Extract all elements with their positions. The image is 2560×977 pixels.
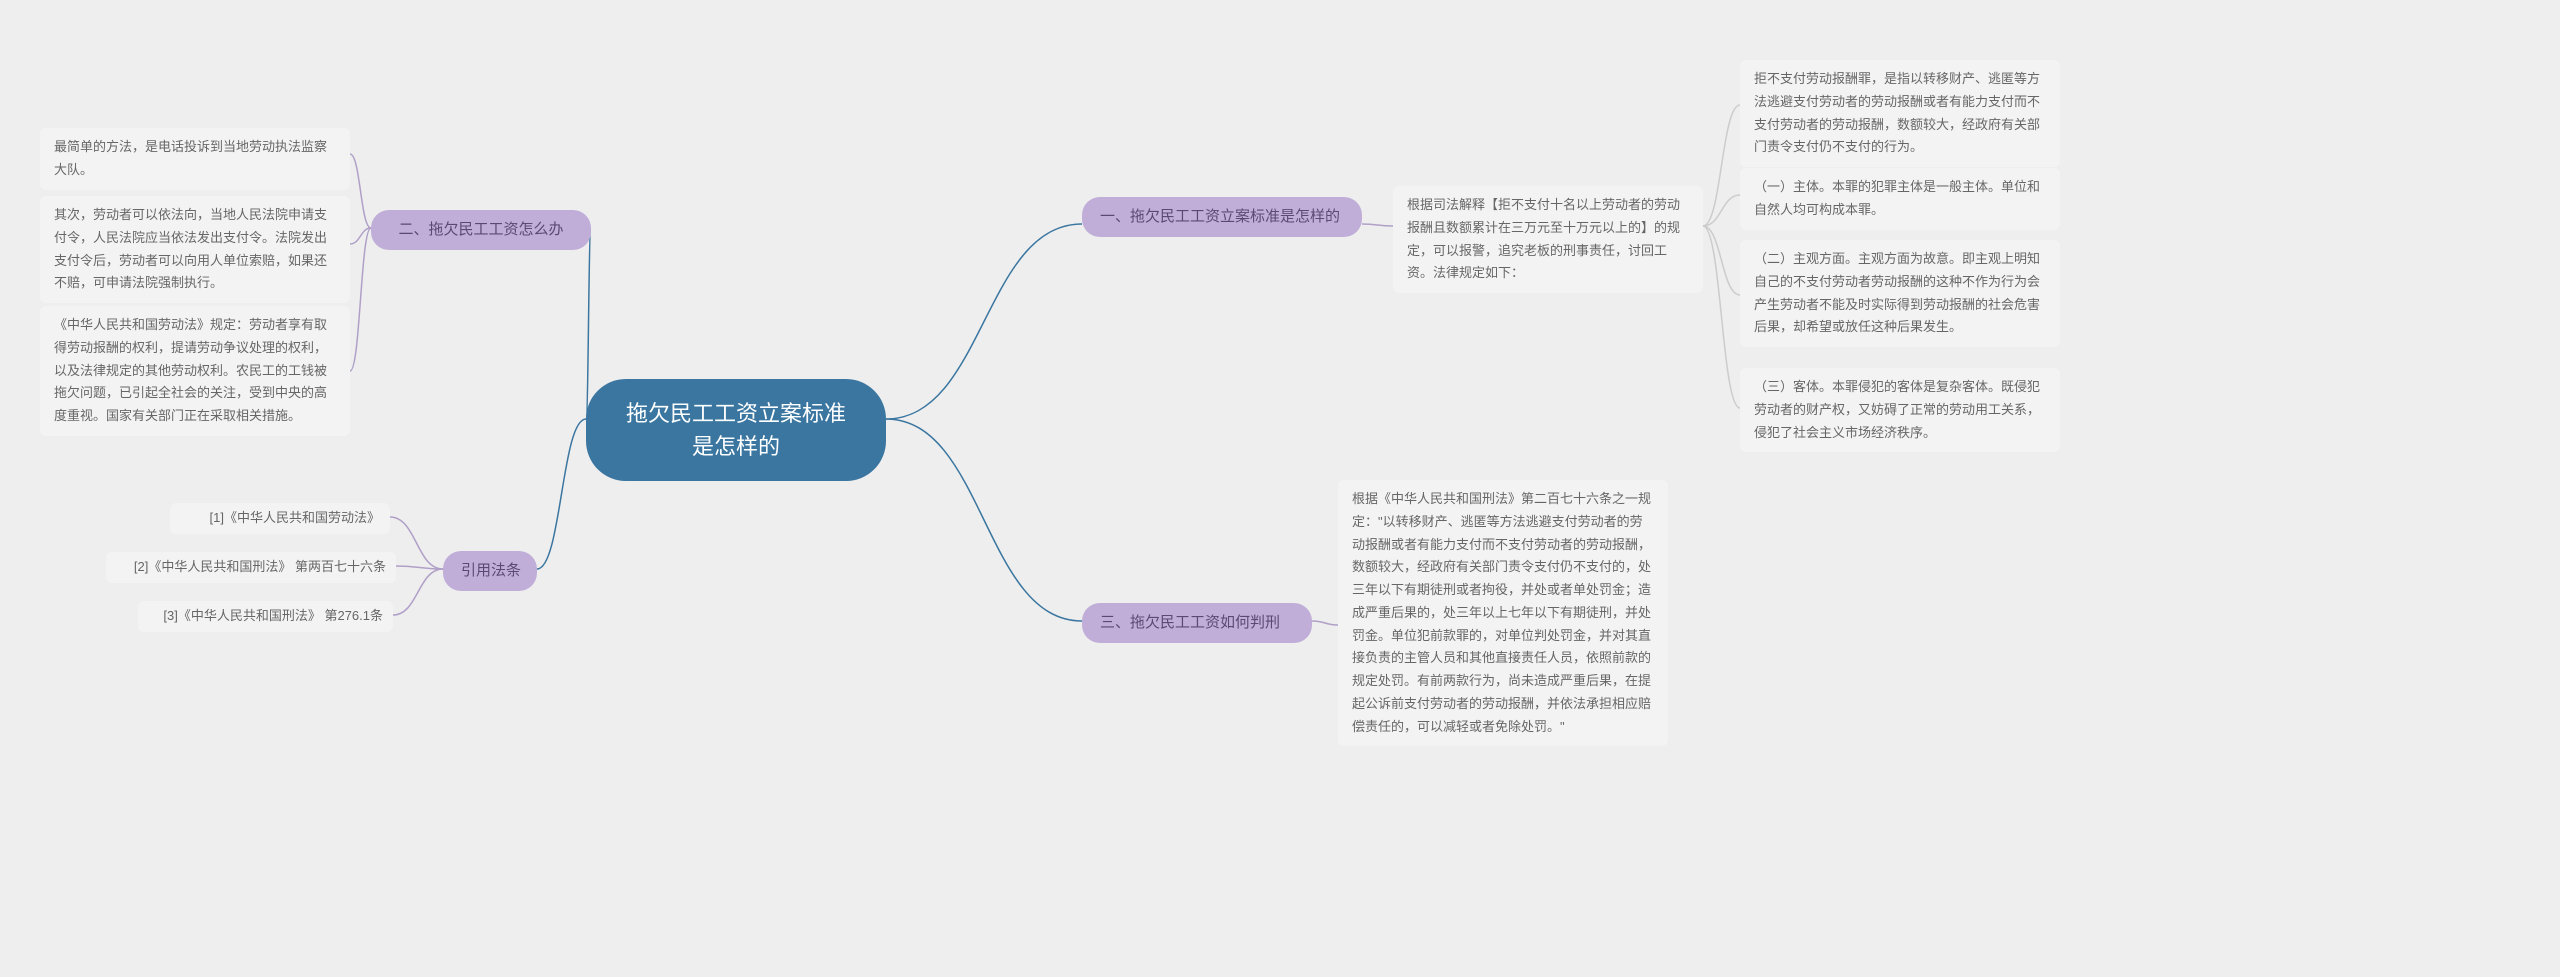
leaf-4a: [1]《中华人民共和国劳动法》 bbox=[170, 503, 390, 534]
leaf-4c-text: [3]《中华人民共和国刑法》 第276.1条 bbox=[163, 608, 383, 623]
leaf-1c-text: （二）主观方面。主观方面为故意。即主观上明知自己的不支付劳动者劳动报酬的这种不作… bbox=[1754, 251, 2040, 334]
root-node[interactable]: 拖欠民工工资立案标准是怎样的 bbox=[586, 379, 886, 481]
leaf-4a-text: [1]《中华人民共和国劳动法》 bbox=[210, 510, 380, 525]
branch-2[interactable]: 二、拖欠民工工资怎么办 bbox=[371, 210, 591, 250]
leaf-1-explain: 根据司法解释【拒不支付十名以上劳动者的劳动报酬且数额累计在三万元至十万元以上的】… bbox=[1393, 186, 1703, 293]
branch-3[interactable]: 三、拖欠民工工资如何判刑 bbox=[1082, 603, 1312, 643]
leaf-3a-text: 根据《中华人民共和国刑法》第二百七十六条之一规定："以转移财产、逃匿等方法逃避支… bbox=[1352, 491, 1651, 734]
leaf-4b-text: [2]《中华人民共和国刑法》 第两百七十六条 bbox=[134, 559, 386, 574]
connector-layer bbox=[0, 0, 2560, 977]
leaf-2b: 其次，劳动者可以依法向，当地人民法院申请支付令，人民法院应当依法发出支付令。法院… bbox=[40, 196, 350, 303]
leaf-1-explain-text: 根据司法解释【拒不支付十名以上劳动者的劳动报酬且数额累计在三万元至十万元以上的】… bbox=[1407, 197, 1680, 280]
branch-3-label: 三、拖欠民工工资如何判刑 bbox=[1100, 614, 1280, 631]
branch-4[interactable]: 引用法条 bbox=[443, 551, 537, 591]
branch-2-label: 二、拖欠民工工资怎么办 bbox=[398, 221, 563, 238]
branch-4-label: 引用法条 bbox=[461, 562, 521, 579]
leaf-2a-text: 最简单的方法，是电话投诉到当地劳动执法监察大队。 bbox=[54, 139, 327, 177]
leaf-1d: （三）客体。本罪侵犯的客体是复杂客体。既侵犯劳动者的财产权，又妨碍了正常的劳动用… bbox=[1740, 368, 2060, 452]
leaf-1b: （一）主体。本罪的犯罪主体是一般主体。单位和自然人均可构成本罪。 bbox=[1740, 168, 2060, 230]
leaf-2c: 《中华人民共和国劳动法》规定：劳动者享有取得劳动报酬的权利，提请劳动争议处理的权… bbox=[40, 306, 350, 436]
leaf-4b: [2]《中华人民共和国刑法》 第两百七十六条 bbox=[106, 552, 396, 583]
leaf-1a-text: 拒不支付劳动报酬罪，是指以转移财产、逃匿等方法逃避支付劳动者的劳动报酬或者有能力… bbox=[1754, 71, 2040, 154]
leaf-3a: 根据《中华人民共和国刑法》第二百七十六条之一规定："以转移财产、逃匿等方法逃避支… bbox=[1338, 480, 1668, 746]
leaf-1d-text: （三）客体。本罪侵犯的客体是复杂客体。既侵犯劳动者的财产权，又妨碍了正常的劳动用… bbox=[1754, 379, 2040, 440]
leaf-1c: （二）主观方面。主观方面为故意。即主观上明知自己的不支付劳动者劳动报酬的这种不作… bbox=[1740, 240, 2060, 347]
leaf-1a: 拒不支付劳动报酬罪，是指以转移财产、逃匿等方法逃避支付劳动者的劳动报酬或者有能力… bbox=[1740, 60, 2060, 167]
branch-1-label: 一、拖欠民工工资立案标准是怎样的 bbox=[1100, 208, 1340, 225]
leaf-2b-text: 其次，劳动者可以依法向，当地人民法院申请支付令，人民法院应当依法发出支付令。法院… bbox=[54, 207, 327, 290]
leaf-2a: 最简单的方法，是电话投诉到当地劳动执法监察大队。 bbox=[40, 128, 350, 190]
branch-1[interactable]: 一、拖欠民工工资立案标准是怎样的 bbox=[1082, 197, 1362, 237]
leaf-2c-text: 《中华人民共和国劳动法》规定：劳动者享有取得劳动报酬的权利，提请劳动争议处理的权… bbox=[54, 317, 327, 423]
root-label: 拖欠民工工资立案标准是怎样的 bbox=[626, 401, 846, 459]
leaf-4c: [3]《中华人民共和国刑法》 第276.1条 bbox=[138, 601, 393, 632]
leaf-1b-text: （一）主体。本罪的犯罪主体是一般主体。单位和自然人均可构成本罪。 bbox=[1754, 179, 2040, 217]
